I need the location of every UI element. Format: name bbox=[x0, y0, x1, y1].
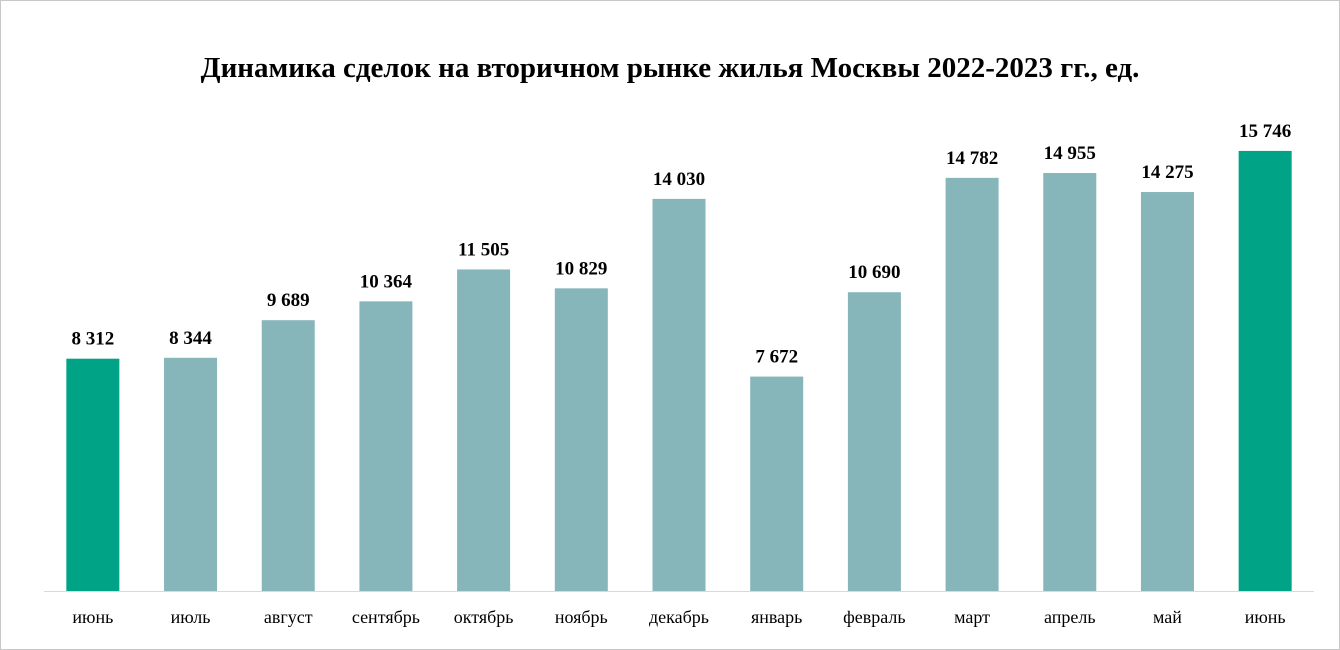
category-label: август bbox=[264, 607, 313, 627]
bar-value-label: 15 746 bbox=[1239, 121, 1291, 142]
bar-value-label: 10 364 bbox=[360, 271, 413, 292]
bar-value-label: 8 344 bbox=[169, 328, 212, 349]
bar-10 bbox=[945, 177, 999, 591]
bars-group bbox=[66, 150, 1292, 592]
category-label: декабрь bbox=[649, 607, 709, 627]
bar-1 bbox=[66, 358, 120, 591]
value-labels-group: 8 312 8 344 9 689 10 364 11 505 10 829 14 030 7… bbox=[71, 121, 1291, 368]
bar-8 bbox=[750, 376, 804, 591]
category-label: сентябрь bbox=[352, 607, 420, 627]
bar-5 bbox=[457, 269, 511, 591]
bar-9 bbox=[847, 292, 901, 591]
category-label: ноябрь bbox=[555, 607, 608, 627]
bar-6 bbox=[554, 288, 608, 591]
category-label: апрель bbox=[1044, 607, 1096, 627]
bar-value-label: 10 690 bbox=[848, 262, 900, 283]
bar-value-label: 8 312 bbox=[71, 329, 114, 350]
bar-value-label: 14 955 bbox=[1044, 143, 1096, 164]
bar-3 bbox=[261, 320, 315, 591]
bar-12 bbox=[1140, 192, 1194, 592]
bar-11 bbox=[1043, 173, 1097, 591]
category-labels-group: июнь июль август сентябрь октябрь ноябрь декаб… bbox=[72, 607, 1285, 627]
bar-value-label: 14 275 bbox=[1141, 162, 1193, 183]
category-label: май bbox=[1153, 607, 1182, 627]
category-label: июнь bbox=[72, 607, 113, 627]
bar-value-label: 10 829 bbox=[555, 258, 607, 279]
chart-title: Динамика сделок на вторичном рынке жилья… bbox=[200, 52, 1140, 84]
category-label: июнь bbox=[1245, 607, 1286, 627]
bar-4 bbox=[359, 301, 413, 591]
bar-value-label: 11 505 bbox=[458, 239, 509, 260]
category-label: март bbox=[954, 607, 990, 627]
category-label: февраль bbox=[843, 607, 906, 627]
bar-value-label: 7 672 bbox=[755, 347, 798, 368]
bar-2 bbox=[164, 357, 218, 591]
bar-value-label: 14 030 bbox=[653, 169, 705, 190]
category-label: июль bbox=[171, 607, 211, 627]
bar-value-label: 14 782 bbox=[946, 148, 998, 169]
category-label: октябрь bbox=[454, 607, 514, 627]
category-label: январь bbox=[751, 607, 802, 627]
bar-13 bbox=[1238, 150, 1292, 591]
bar-value-label: 9 689 bbox=[267, 290, 310, 311]
bar-7 bbox=[652, 198, 706, 591]
